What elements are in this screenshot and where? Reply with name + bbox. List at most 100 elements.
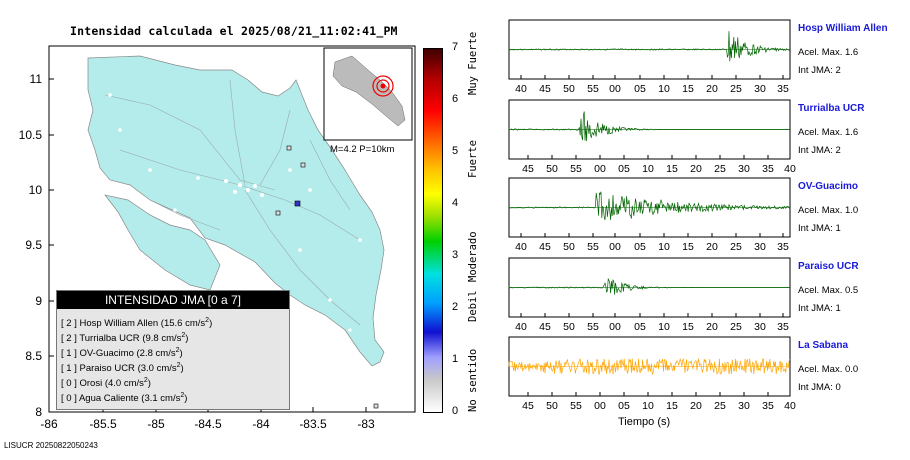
time-tick-label: 55 [587, 241, 599, 253]
max-accel-label: Acel. Max. 0.5 [798, 285, 859, 296]
station-name: Turrialba UCR [79, 333, 143, 345]
time-tick-label: 40 [515, 321, 527, 333]
time-tick-label: 25 [730, 83, 742, 95]
time-tick-label: 25 [730, 321, 742, 333]
station-accel: (9.8 cm/s [142, 333, 182, 345]
costa-rica-landmass [87, 55, 385, 367]
time-tick-label: 55 [587, 83, 599, 95]
time-tick-label: 35 [777, 321, 789, 333]
colorbar-tick: 4 [452, 197, 459, 209]
station-name: Orosi [79, 378, 105, 390]
intensity-legend: INTENSIDAD JMA [0 a 7] [ 2 ] Hosp Willia… [56, 290, 290, 410]
time-tick-label: 30 [754, 241, 766, 253]
jma-level: [ 1 ] [61, 348, 80, 360]
time-tick-label: 35 [777, 241, 789, 253]
time-tick-label: 20 [706, 321, 718, 333]
time-tick-label: 50 [546, 163, 558, 175]
station-title: Hosp William Allen [798, 23, 888, 34]
jma-level: [ 2 ] [61, 333, 80, 345]
time-tick-label: 25 [730, 241, 742, 253]
towns [108, 93, 362, 332]
time-tick-label: 00 [594, 400, 606, 412]
legend-station-row: [ 2 ] Hosp William Allen (15.6 cm/s2) [61, 317, 213, 330]
colorbar-tick: 6 [452, 93, 459, 105]
jma-level: [ 0 ] [61, 378, 80, 390]
epicenter-ring-outer [372, 75, 394, 97]
station-marker [300, 162, 306, 168]
time-tick-label: 20 [690, 400, 702, 412]
time-tick-label: 05 [634, 321, 646, 333]
time-tick-label: 45 [539, 241, 551, 253]
max-accel-label: Acel. Max. 1.6 [798, 127, 859, 138]
jma-intensity-label: Int JMA: 2 [798, 145, 841, 156]
colorbar-tick: 7 [452, 41, 459, 53]
station-title: Turrialba UCR [798, 103, 865, 114]
station-accel: (2.8 cm/s [136, 348, 176, 360]
waveform-trace [508, 31, 790, 62]
lat-tick-label: 9.5 [25, 238, 42, 252]
time-tick-label: 30 [738, 163, 750, 175]
station-title: Paraiso UCR [798, 261, 859, 272]
lat-tick-label: 8 [35, 405, 42, 419]
station-title: OV-Guacimo [798, 181, 859, 192]
station-accel: (3.1 cm/s [141, 393, 181, 405]
time-tick-label: 45 [522, 400, 534, 412]
station-name: Hosp William Allen [79, 318, 161, 330]
time-tick-label: 20 [690, 163, 702, 175]
time-tick-label: 05 [618, 163, 630, 175]
time-tick-label: 55 [587, 321, 599, 333]
jma-intensity-label: Int JMA: 1 [798, 303, 841, 314]
max-accel-label: Acel. Max. 1.0 [798, 205, 859, 216]
time-tick-label: 00 [609, 321, 621, 333]
legend-header: INTENSIDAD JMA [0 a 7] [57, 291, 289, 309]
time-tick-label: 00 [609, 83, 621, 95]
waveform-trace [508, 277, 790, 295]
time-axis-label: Tiempo (s) [618, 416, 671, 428]
time-tick-label: 40 [515, 241, 527, 253]
lon-tick-label: -85 [147, 417, 165, 431]
legend-station-row: [ 2 ] Turrialba UCR (9.8 cm/s2) [61, 332, 189, 345]
station-marker [275, 210, 281, 216]
time-tick-label: 25 [714, 163, 726, 175]
time-tick-label: 35 [762, 163, 774, 175]
epicenter-ring-mid [376, 79, 390, 93]
time-tick-label: 15 [682, 241, 694, 253]
epicenter-dot [380, 83, 386, 89]
lon-tick-label: -83.5 [299, 417, 327, 431]
time-tick-label: 55 [570, 163, 582, 175]
time-tick-label: 50 [563, 241, 575, 253]
lon-tick-label: -83 [357, 417, 375, 431]
time-tick-label: 15 [682, 83, 694, 95]
jma-intensity-label: Int JMA: 2 [798, 65, 841, 76]
jma-intensity-label: Int JMA: 1 [798, 223, 841, 234]
time-tick-label: 30 [738, 400, 750, 412]
time-tick-label: 40 [515, 83, 527, 95]
legend-station-row: [ 1 ] OV-Guacimo (2.8 cm/s2) [61, 347, 183, 360]
lon-tick-label: -85.5 [89, 417, 117, 431]
max-accel-label: Acel. Max. 1.6 [798, 47, 859, 58]
time-tick-label: 35 [762, 400, 774, 412]
time-tick-label: 00 [609, 241, 621, 253]
jma-level: [ 0 ] [61, 393, 79, 405]
time-tick-label: 40 [784, 400, 796, 412]
intensity-colorbar [423, 48, 443, 413]
time-tick-label: 05 [634, 241, 646, 253]
time-tick-label: 15 [666, 163, 678, 175]
station-accel: (3.0 cm/s [137, 363, 177, 375]
time-tick-label: 50 [546, 400, 558, 412]
colorbar-tick: 0 [452, 405, 459, 417]
lat-tick-label: 11 [30, 72, 43, 86]
time-tick-label: 10 [658, 83, 670, 95]
station-name: Paraiso UCR [79, 363, 138, 375]
station-title: La Sabana [798, 340, 849, 351]
time-tick-label: 15 [682, 321, 694, 333]
time-tick-label: 45 [539, 83, 551, 95]
time-tick-label: 05 [634, 83, 646, 95]
legend-station-row: [ 0 ] Orosi (4.0 cm/s2) [61, 377, 151, 390]
time-tick-label: 25 [714, 400, 726, 412]
time-tick-label: 40 [784, 163, 796, 175]
time-tick-label: 10 [642, 163, 654, 175]
inset-magnitude-label: M=4.2 P=10km [330, 144, 395, 155]
jma-intensity-label: Int JMA: 0 [798, 382, 841, 393]
waveform-trace [508, 357, 791, 375]
